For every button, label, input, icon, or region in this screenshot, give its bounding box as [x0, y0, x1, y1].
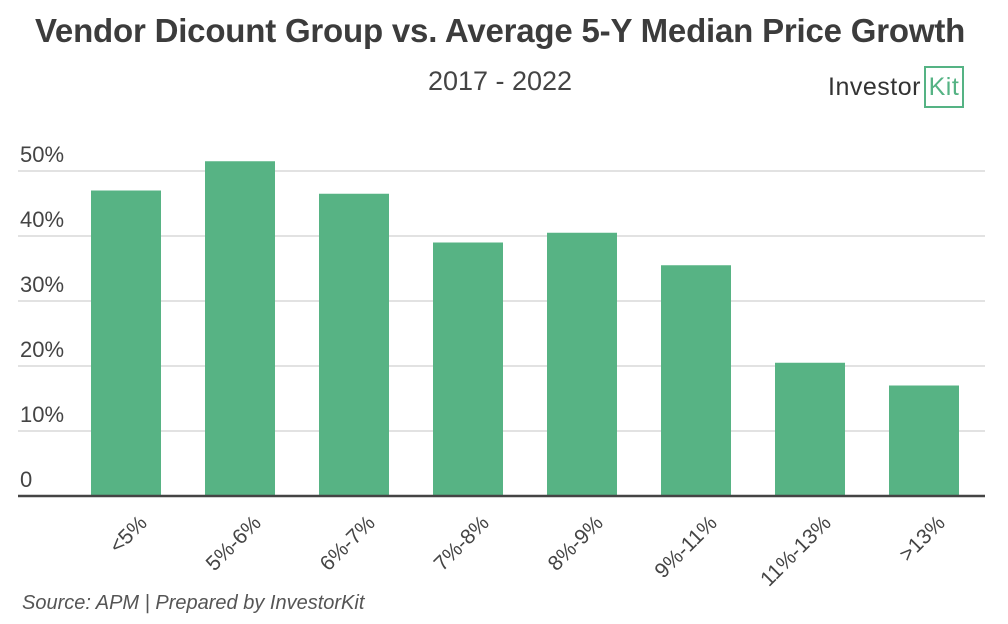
bar [661, 265, 731, 496]
y-tick-label: 40% [20, 207, 64, 232]
x-tick-label: 9%-11% [650, 511, 721, 582]
bar [775, 362, 845, 496]
source-note: Source: APM | Prepared by InvestorKit [22, 592, 365, 614]
y-axis-ticks: 0 10% 20% 30% 40% 50% [20, 142, 64, 492]
bar [319, 193, 389, 496]
x-tick-label: 6%-7% [316, 511, 380, 575]
x-axis-ticks: <5% 5%-6% 6%-7% 7%-8% 8%-9% 9%-11% 11%-13% >13% [105, 511, 949, 591]
x-tick-label: 11%-13% [756, 511, 836, 591]
y-tick-label: 20% [20, 337, 64, 362]
bar [91, 190, 161, 496]
bar [205, 161, 275, 496]
x-tick-label: 7%-8% [430, 511, 494, 575]
logo-kit-box: Kit [923, 66, 964, 108]
x-tick-label: <5% [105, 511, 151, 557]
y-tick-label: 10% [20, 402, 64, 427]
logo-text: Investor [828, 72, 921, 101]
x-tick-label: >13% [895, 511, 950, 566]
y-tick-label: 50% [20, 142, 64, 167]
x-tick-label: 5%-6% [202, 511, 266, 575]
bar [433, 242, 503, 496]
bars [91, 161, 959, 496]
bar [889, 385, 959, 496]
y-tick-label: 30% [20, 272, 64, 297]
investorkit-logo: Investor Kit [828, 64, 964, 110]
bar [547, 232, 617, 496]
y-tick-label: 0 [20, 467, 32, 492]
chart-title: Vendor Dicount Group vs. Average 5-Y Med… [34, 12, 966, 49]
x-tick-label: 8%-9% [544, 511, 608, 575]
chart-subtitle: 2017 - 2022 [427, 66, 573, 96]
